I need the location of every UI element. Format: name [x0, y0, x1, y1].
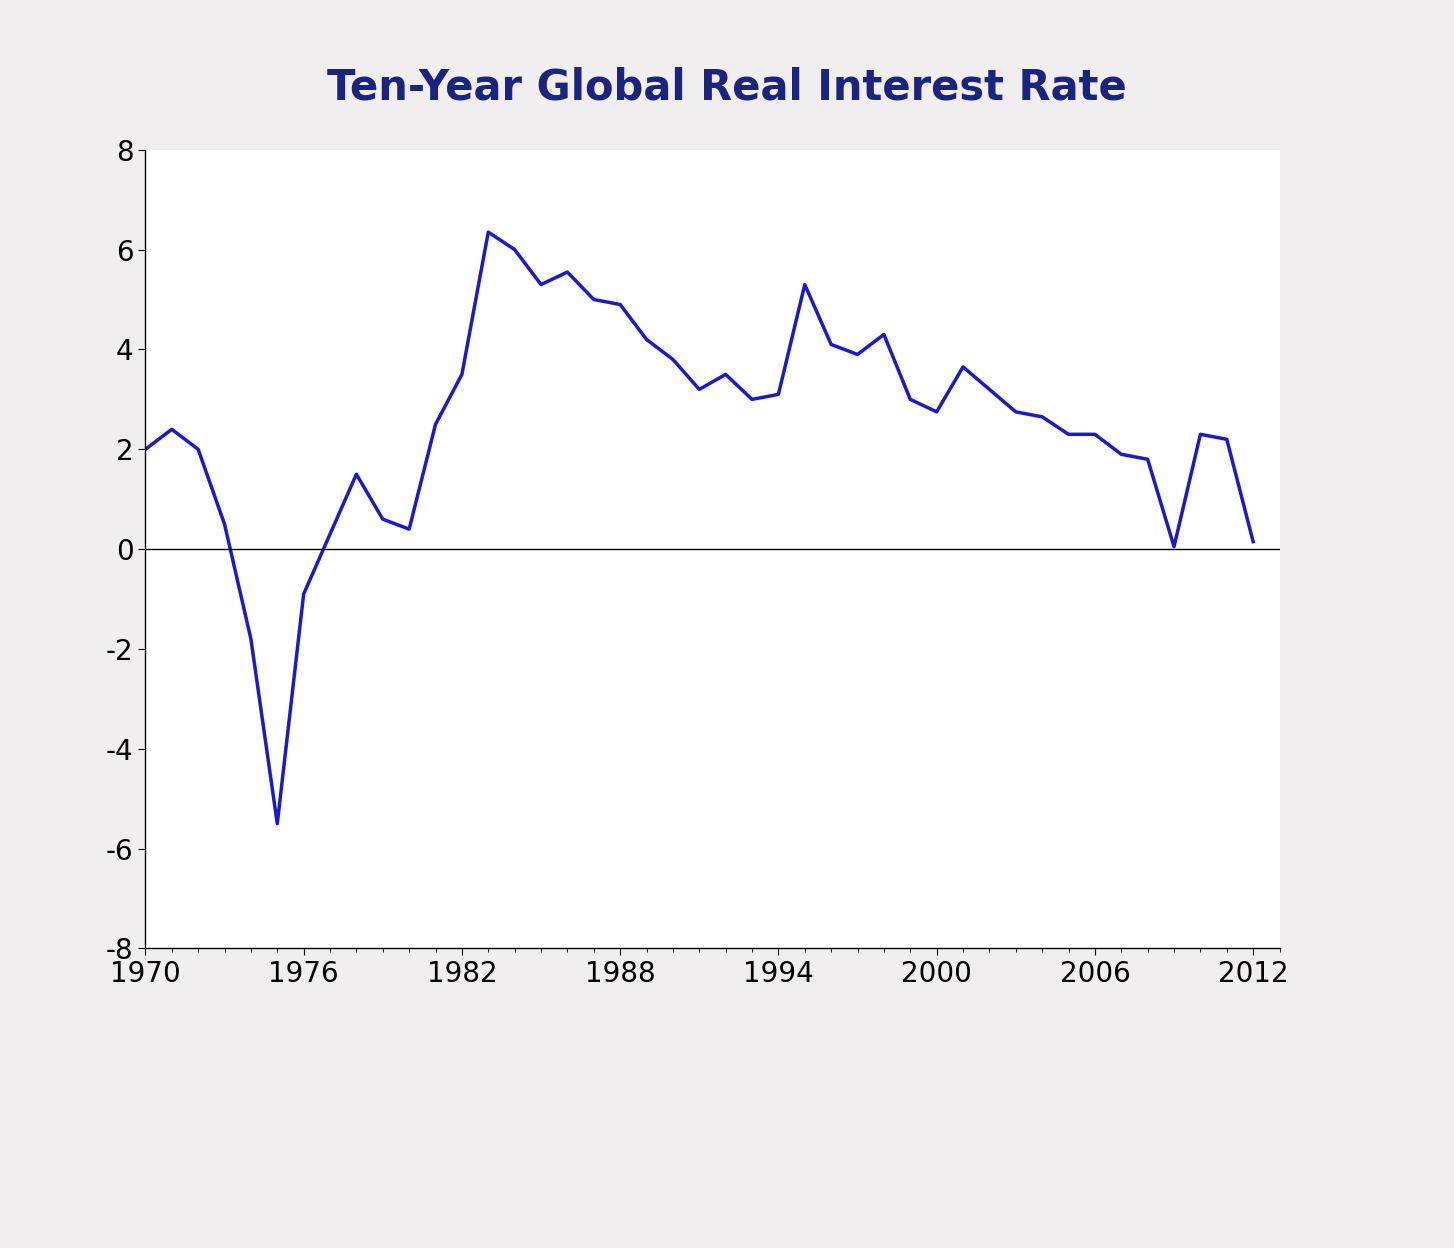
- Text: Ten-Year Global Real Interest Rate: Ten-Year Global Real Interest Rate: [327, 66, 1127, 109]
